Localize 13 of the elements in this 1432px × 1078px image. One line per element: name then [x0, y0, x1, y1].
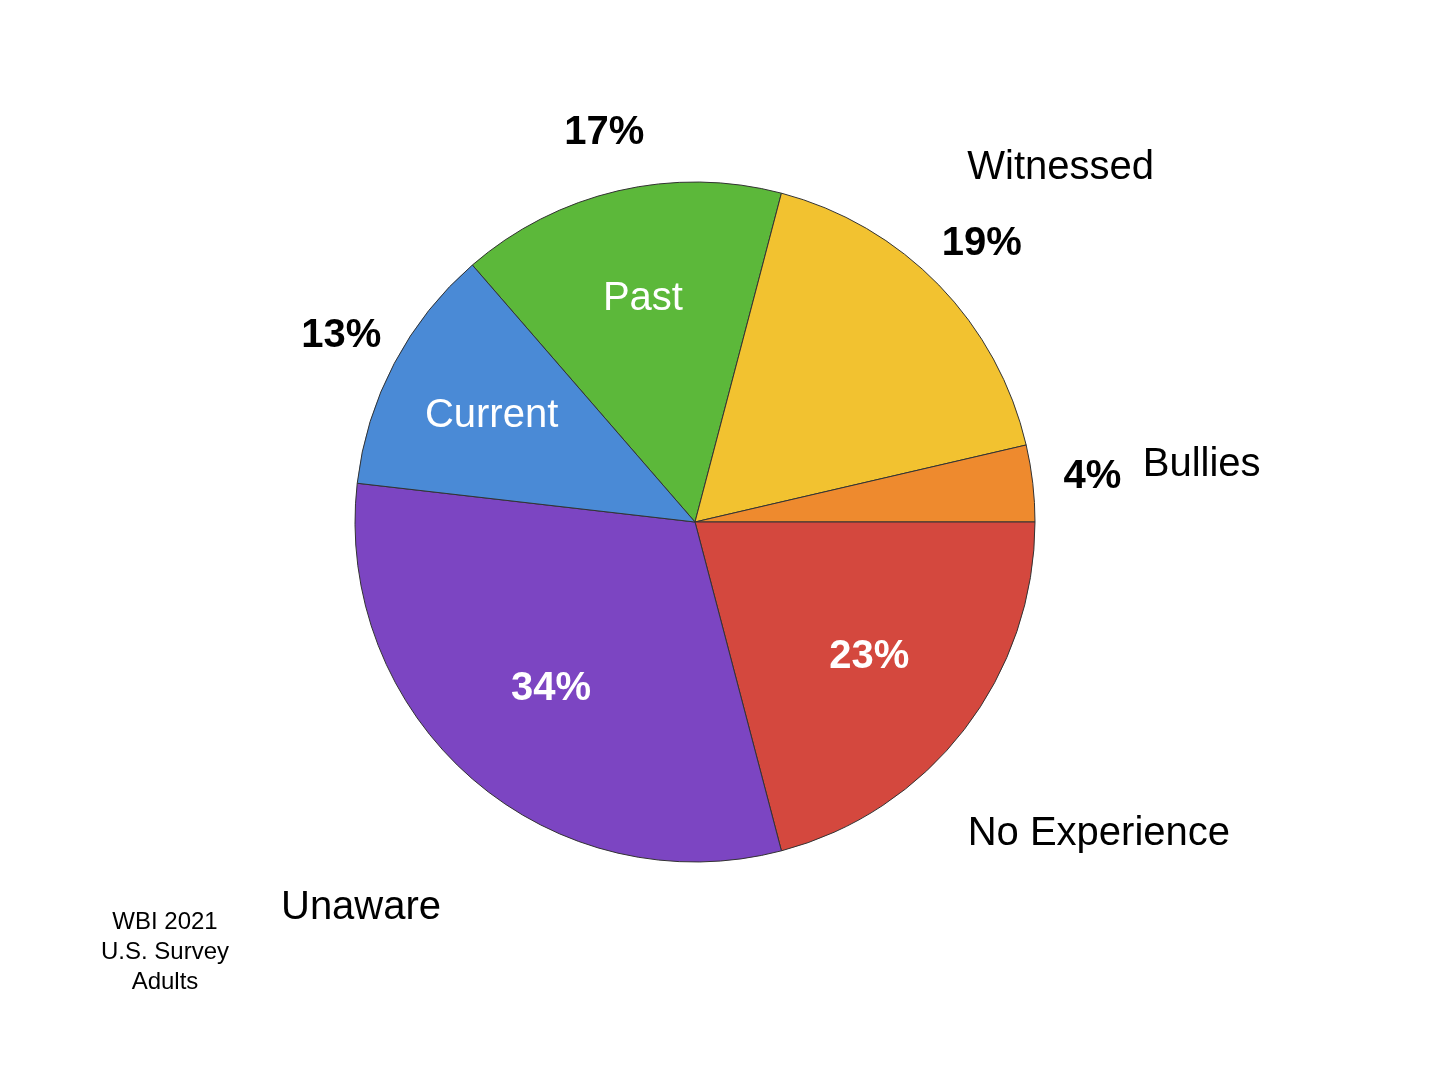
slice-label: Unaware: [280, 883, 442, 928]
slice-label: Witnessed: [967, 142, 1155, 187]
slice-label: Current: [424, 390, 559, 435]
slice-label: Past: [602, 273, 683, 318]
slice-label: No Experience: [967, 809, 1231, 854]
text: WBI 2021 U.S. Survey Adults: [100, 907, 230, 994]
data-label: 13%: [301, 311, 382, 356]
data-label: 23%: [829, 632, 910, 677]
data-label: 19%: [941, 219, 1022, 264]
data-label: 34%: [510, 664, 591, 709]
data-label: 4%: [1063, 452, 1122, 497]
data-label: 17%: [564, 108, 645, 153]
slice-label: Bullies: [1142, 439, 1261, 484]
